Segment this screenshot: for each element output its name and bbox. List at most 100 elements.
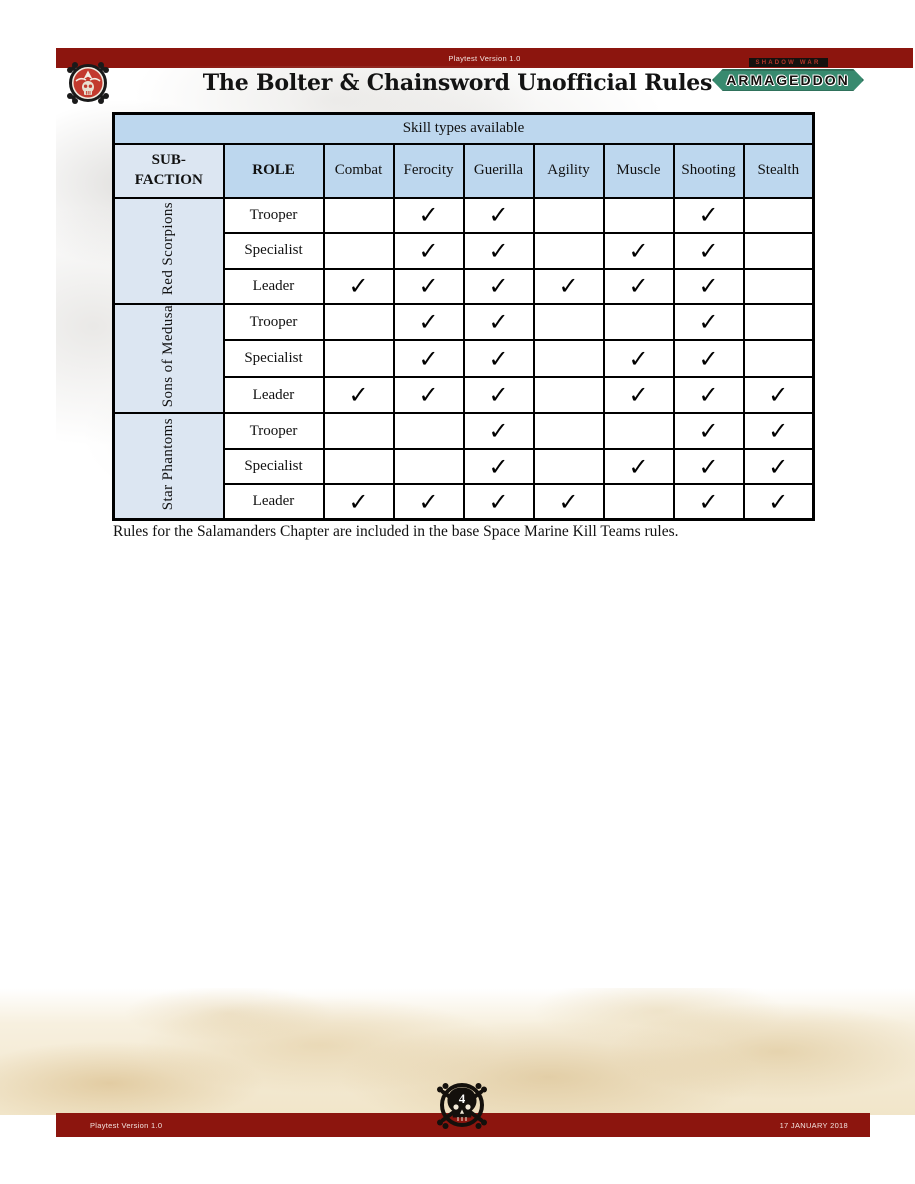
check-cell-shooting: ✓ bbox=[672, 267, 745, 305]
check-cell-shooting: ✓ bbox=[672, 412, 745, 450]
check-cell-combat bbox=[322, 412, 395, 450]
check-cell-muscle bbox=[602, 483, 675, 521]
check-cell-ferocity: ✓ bbox=[392, 232, 465, 270]
check-cell-guerilla: ✓ bbox=[462, 232, 535, 270]
check-cell-combat: ✓ bbox=[322, 267, 395, 305]
check-cell-guerilla: ✓ bbox=[462, 412, 535, 450]
check-cell-combat bbox=[322, 447, 395, 486]
check-cell-muscle: ✓ bbox=[602, 339, 675, 378]
check-cell-shooting: ✓ bbox=[672, 302, 745, 342]
table-row: Leader ✓ ✓ ✓ ✓ ✓ ✓ bbox=[114, 267, 815, 305]
check-cell-stealth bbox=[742, 302, 815, 342]
armageddon-label: ARMAGEDDON bbox=[726, 71, 850, 88]
check-cell-agility bbox=[532, 375, 605, 415]
check-cell-guerilla: ✓ bbox=[462, 483, 535, 521]
faction-cell-star-phantoms: Star Phantoms bbox=[112, 412, 225, 521]
check-cell-stealth: ✓ bbox=[742, 483, 815, 521]
check-cell-agility bbox=[532, 232, 605, 270]
col-header-guerilla: Guerilla bbox=[462, 142, 535, 199]
faction-cell-red-scorpions: Red Scorpions bbox=[112, 196, 225, 305]
role-cell: Leader bbox=[222, 267, 325, 305]
role-cell: Trooper bbox=[222, 196, 325, 234]
role-cell: Specialist bbox=[222, 339, 325, 378]
table-row: Specialist ✓ ✓ ✓ ✓ bbox=[114, 339, 815, 378]
footer-date-text: 17 JANUARY 2018 bbox=[779, 1120, 848, 1130]
check-cell-shooting: ✓ bbox=[672, 339, 745, 378]
check-cell-ferocity: ✓ bbox=[392, 339, 465, 378]
role-cell: Leader bbox=[222, 483, 325, 521]
check-cell-stealth: ✓ bbox=[742, 375, 815, 415]
check-cell-agility bbox=[532, 412, 605, 450]
check-cell-stealth bbox=[742, 196, 815, 234]
page-title: The Bolter & Chainsword Unofficial Rules bbox=[202, 70, 713, 96]
check-cell-agility: ✓ bbox=[532, 483, 605, 521]
check-cell-muscle: ✓ bbox=[602, 232, 675, 270]
check-cell-combat bbox=[322, 196, 395, 234]
col-header-muscle: Muscle bbox=[602, 142, 675, 199]
col-header-shooting: Shooting bbox=[672, 142, 745, 199]
check-cell-muscle bbox=[602, 196, 675, 234]
check-cell-agility bbox=[532, 196, 605, 234]
bolter-chainsword-skull-icon bbox=[67, 62, 109, 104]
table-row: Sons of Medusa Trooper ✓ ✓ ✓ bbox=[112, 302, 815, 415]
check-cell-shooting: ✓ bbox=[672, 232, 745, 270]
check-cell-guerilla: ✓ bbox=[462, 447, 535, 486]
table-title: Skill types available bbox=[112, 112, 815, 145]
table-row: Red Scorpions Trooper ✓ ✓ ✓ bbox=[112, 196, 815, 305]
faction-label: Sons of Medusa bbox=[160, 305, 177, 408]
check-cell-guerilla: ✓ bbox=[462, 267, 535, 305]
check-cell-combat: ✓ bbox=[322, 483, 395, 521]
check-cell-combat bbox=[322, 232, 395, 270]
col-header-role: ROLE bbox=[222, 142, 325, 199]
role-cell: Specialist bbox=[222, 447, 325, 486]
top-version-bar: Playtest Version 1.0 bbox=[56, 48, 913, 68]
role-cell: Specialist bbox=[222, 232, 325, 270]
check-cell-agility bbox=[532, 339, 605, 378]
table-row: Leader ✓ ✓ ✓ ✓ ✓ ✓ bbox=[114, 375, 815, 415]
check-cell-muscle: ✓ bbox=[602, 447, 675, 486]
check-cell-guerilla: ✓ bbox=[462, 339, 535, 378]
check-cell-ferocity: ✓ bbox=[392, 375, 465, 415]
top-version-text: Playtest Version 1.0 bbox=[448, 53, 521, 63]
check-cell-shooting: ✓ bbox=[672, 483, 745, 521]
check-cell-agility: ✓ bbox=[532, 267, 605, 305]
faction-label: Star Phantoms bbox=[160, 417, 177, 510]
check-cell-muscle bbox=[602, 302, 675, 342]
col-header-stealth: Stealth bbox=[742, 142, 815, 199]
check-cell-muscle: ✓ bbox=[602, 375, 675, 415]
check-cell-stealth: ✓ bbox=[742, 447, 815, 486]
shadow-war-label: SHADOW WAR bbox=[748, 58, 828, 67]
check-cell-shooting: ✓ bbox=[672, 196, 745, 234]
check-cell-stealth bbox=[742, 267, 815, 305]
col-header-agility: Agility bbox=[532, 142, 605, 199]
check-cell-guerilla: ✓ bbox=[462, 375, 535, 415]
check-cell-ferocity: ✓ bbox=[392, 196, 465, 234]
check-cell-agility bbox=[532, 302, 605, 342]
armageddon-diamond-shape bbox=[712, 68, 864, 92]
check-cell-ferocity: ✓ bbox=[392, 302, 465, 342]
faction-label: Red Scorpions bbox=[160, 201, 177, 295]
col-header-combat: Combat bbox=[322, 142, 395, 199]
salamanders-note: Rules for the Salamanders Chapter are in… bbox=[113, 523, 679, 540]
check-cell-stealth bbox=[742, 232, 815, 270]
check-cell-ferocity bbox=[392, 412, 465, 450]
check-cell-stealth: ✓ bbox=[742, 412, 815, 450]
check-cell-ferocity bbox=[392, 447, 465, 486]
table-row: Leader ✓ ✓ ✓ ✓ ✓ ✓ bbox=[114, 483, 815, 521]
check-cell-combat bbox=[322, 302, 395, 342]
col-header-subfaction: SUB- FACTION bbox=[112, 142, 225, 199]
check-cell-agility bbox=[532, 447, 605, 486]
page-number-skull-icon: 4 bbox=[437, 1083, 487, 1129]
check-cell-muscle bbox=[602, 412, 675, 450]
page-number: 4 bbox=[459, 1091, 466, 1106]
skills-table: Skill types available SUB- FACTION ROLE Comb… bbox=[112, 112, 816, 522]
check-cell-guerilla: ✓ bbox=[462, 196, 535, 234]
check-cell-ferocity: ✓ bbox=[392, 267, 465, 305]
check-cell-stealth bbox=[742, 339, 815, 378]
col-header-ferocity: Ferocity bbox=[392, 142, 465, 199]
table-row: Specialist ✓ ✓ ✓ ✓ bbox=[114, 447, 815, 486]
check-cell-ferocity: ✓ bbox=[392, 483, 465, 521]
role-cell: Trooper bbox=[222, 302, 325, 342]
faction-cell-sons-of-medusa: Sons of Medusa bbox=[112, 302, 225, 415]
check-cell-combat: ✓ bbox=[322, 375, 395, 415]
